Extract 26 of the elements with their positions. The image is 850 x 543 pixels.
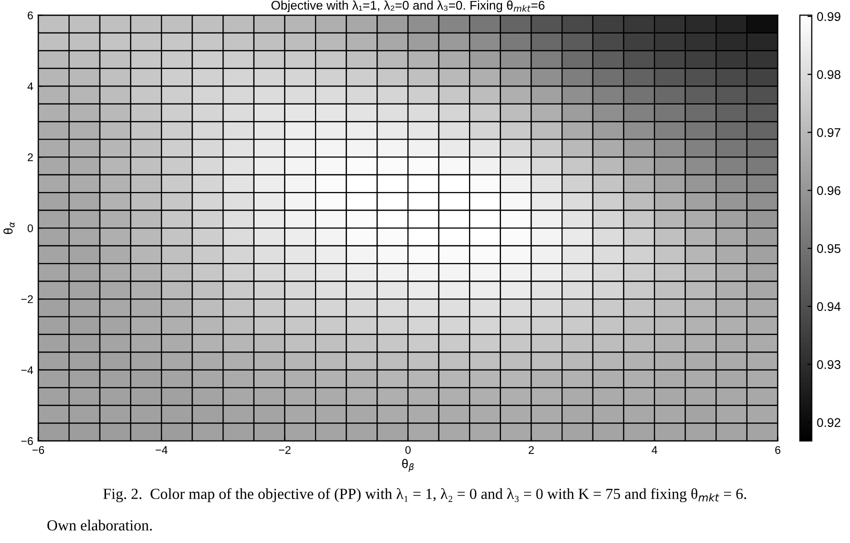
- y-tick-label: 6: [28, 11, 33, 20]
- x-tick-label: 6: [775, 446, 780, 454]
- color-bar-label: 0.93: [817, 360, 840, 370]
- chart-title: Objective with λ₁=1, λ₂=0 and λ₃=0. Fixing θ$_{mkt}$=6: [271, 0, 544, 12]
- color-bar-label: 0.98: [817, 70, 840, 80]
- y-tick-label: 0: [28, 224, 33, 232]
- x-tick-label: −4: [156, 446, 168, 454]
- color-bar-label: 0.96: [817, 186, 840, 196]
- y-tick-label: 2: [28, 153, 33, 162]
- color-bar-label: 0.94: [817, 302, 841, 312]
- x-tick-label: 4: [652, 446, 658, 454]
- x-tick-label: 0: [405, 446, 411, 454]
- y-axis-title: θ$_{α}$: [3, 222, 15, 234]
- x-tick-label: −2: [278, 446, 291, 454]
- color-bar-label: 0.92: [817, 418, 840, 428]
- color-bar-label: 0.99: [817, 12, 840, 22]
- text: Own elaboration.: [47, 520, 152, 531]
- y-tick-label: −4: [21, 366, 34, 374]
- color-bar-label: 0.95: [817, 244, 840, 254]
- y-tick-label: −2: [21, 295, 33, 304]
- y-tick-label: 4: [27, 82, 34, 90]
- y-tick-label: −6: [21, 437, 33, 446]
- x-tick-label: 2: [528, 446, 534, 454]
- x-axis-title: θ$_{β}$: [402, 458, 414, 472]
- color-bar-label: 0.97: [817, 128, 840, 138]
- caption: Fig. 2. Color map of the objective of (PP) with λ₁ = 1, λ₂ = 0 and λ₃ = 0 with K = 75 and fixing θ$_{mkt}$ = 6.: [103, 488, 746, 502]
